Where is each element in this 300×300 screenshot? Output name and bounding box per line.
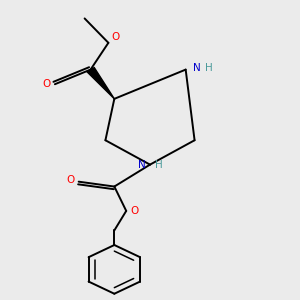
- Text: O: O: [111, 32, 120, 42]
- Text: H: H: [155, 160, 163, 170]
- Text: O: O: [66, 176, 74, 185]
- Text: H: H: [205, 63, 213, 74]
- Text: N: N: [138, 160, 146, 170]
- Text: O: O: [42, 79, 50, 89]
- Polygon shape: [87, 68, 114, 99]
- Text: O: O: [131, 206, 139, 216]
- Text: N: N: [193, 63, 201, 74]
